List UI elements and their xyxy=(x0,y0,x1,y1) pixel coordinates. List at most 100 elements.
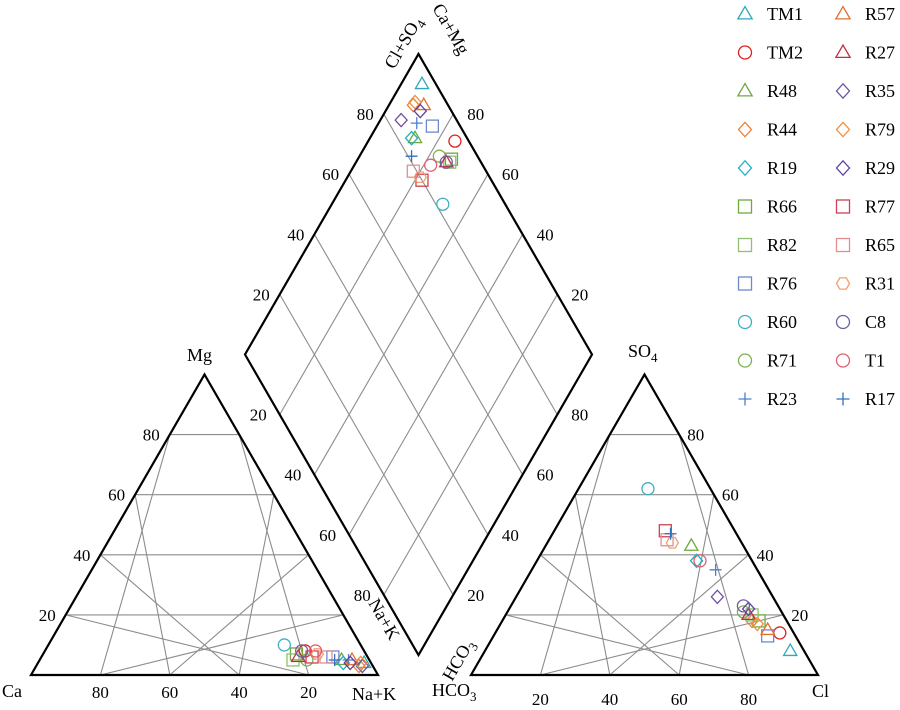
legend-entry-tm2: TM2 xyxy=(737,43,803,63)
cation-left-tick: 20 xyxy=(39,606,56,625)
sample-r65 xyxy=(319,164,674,664)
diamond-grid-b xyxy=(279,294,454,596)
legend-entry-tm1: TM1 xyxy=(736,4,803,24)
legend-entry-r31: R31 xyxy=(835,274,895,294)
cation-point xyxy=(308,644,323,658)
legend-marker xyxy=(835,314,851,330)
diamond-point xyxy=(425,119,440,133)
diamond-point xyxy=(443,155,457,169)
diamond-grid-a xyxy=(383,294,558,596)
legend-label: R76 xyxy=(767,274,797,294)
cation-point xyxy=(310,648,325,660)
anion-point xyxy=(683,537,700,551)
anion-point xyxy=(693,554,707,568)
diamond-point xyxy=(405,150,418,163)
diamond-right-tick: 80 xyxy=(467,105,484,124)
sample-r31 xyxy=(310,171,680,660)
cation-point xyxy=(277,638,291,652)
diamond-right-tick: 20 xyxy=(571,285,588,304)
legend-marker xyxy=(737,237,753,253)
cation-triangle-frame xyxy=(29,372,380,677)
anion-point xyxy=(664,527,677,540)
anion-point xyxy=(782,642,798,657)
legend-entry-r44: R44 xyxy=(737,120,797,140)
anion-grid-b xyxy=(609,554,749,676)
diamond-point xyxy=(414,75,430,90)
legend-marker xyxy=(835,82,851,100)
legend-marker xyxy=(737,276,753,291)
anion-grid-b xyxy=(678,494,715,676)
diamond-grid-b xyxy=(348,173,524,475)
anion-point xyxy=(658,524,672,538)
legend-entry-t1: T1 xyxy=(835,351,885,371)
anion-right-tick: 20 xyxy=(791,606,808,625)
diamond-right-tick: 40 xyxy=(537,225,554,244)
anion-grid-a xyxy=(505,614,749,676)
diamond-point xyxy=(394,112,409,128)
cation-point xyxy=(286,653,300,667)
anion-point xyxy=(689,553,704,569)
legend-marker xyxy=(835,277,851,290)
diamond-lower-left-tick: 80 xyxy=(354,586,371,605)
anion-point xyxy=(736,599,751,613)
grid-lines xyxy=(65,113,784,676)
diamond-left-tick: 80 xyxy=(357,105,374,124)
diamond-point xyxy=(410,117,423,130)
legend-entry-r19: R19 xyxy=(737,158,797,178)
diamond-grid-b xyxy=(313,234,489,536)
legend-label: R82 xyxy=(767,235,797,255)
cation-point xyxy=(353,655,368,671)
diamond-left-tick: 60 xyxy=(322,165,339,184)
legend-entry-r77: R77 xyxy=(835,197,895,217)
anion-vertex-so4-label: SO4 xyxy=(628,341,658,365)
tick-labels: 80 60 40 20 80 60 40 20 20 40 60 80 20 40 60 80 80 60 40 20… xyxy=(39,105,809,709)
sample-r57 xyxy=(344,96,776,666)
anion-point xyxy=(709,563,722,576)
legend-marker xyxy=(835,199,851,214)
legend-marker xyxy=(836,392,850,406)
cation-point xyxy=(343,655,358,671)
anion-edge-hco3-label: HCO3 xyxy=(438,635,481,686)
diamond-lower-left-tick: 20 xyxy=(250,406,267,425)
legend-entry-r76: R76 xyxy=(737,274,797,294)
anion-bottom-tick: 80 xyxy=(740,690,757,709)
cation-bottom-tick: 20 xyxy=(300,683,317,702)
plot-frames xyxy=(29,51,820,677)
sample-r35 xyxy=(355,112,725,674)
legend-label: R79 xyxy=(865,120,895,140)
legend-marker xyxy=(835,121,851,138)
legend-entry-r60: R60 xyxy=(737,312,797,332)
legend-label: C8 xyxy=(865,312,886,332)
legend-marker xyxy=(835,237,851,253)
anion-bottom-tick: 60 xyxy=(671,690,688,709)
diamond-lower-right-tick: 20 xyxy=(467,586,484,605)
sample-r76 xyxy=(326,119,775,664)
legend-label: R27 xyxy=(865,43,895,63)
cation-grid-b xyxy=(238,434,310,676)
diamond-lower-right-tick: 60 xyxy=(537,466,554,485)
cation-point xyxy=(290,648,306,663)
legend-entry-r27: R27 xyxy=(834,43,895,63)
legend-entry-r57: R57 xyxy=(834,4,895,24)
cation-grid-b xyxy=(169,554,309,676)
diamond-lower-right-tick: 40 xyxy=(502,526,519,545)
anion-point xyxy=(665,536,680,549)
legend-entry-r79: R79 xyxy=(835,120,895,140)
legend: TM1 TM2 R48 R44 R19 R66 R82 R76 R60 R71 R23 R57 R27 R… xyxy=(736,4,895,409)
anion-right-tick: 40 xyxy=(757,546,774,565)
diamond-left-tick: 40 xyxy=(287,225,304,244)
legend-marker xyxy=(737,159,753,177)
anion-bottom-tick: 40 xyxy=(601,690,618,709)
legend-marker xyxy=(834,5,852,20)
legend-label: R65 xyxy=(865,235,895,255)
diamond-point xyxy=(413,171,427,184)
anion-vertex-hco3-label: HCO3 xyxy=(432,680,477,704)
anion-grid-a xyxy=(574,494,611,676)
legend-marker xyxy=(736,82,754,97)
legend-label: TM1 xyxy=(767,4,803,24)
diamond-frame xyxy=(243,51,594,658)
sample-r79 xyxy=(353,94,765,671)
anion-triangle-frame xyxy=(469,372,820,677)
cation-left-tick: 40 xyxy=(73,546,90,565)
